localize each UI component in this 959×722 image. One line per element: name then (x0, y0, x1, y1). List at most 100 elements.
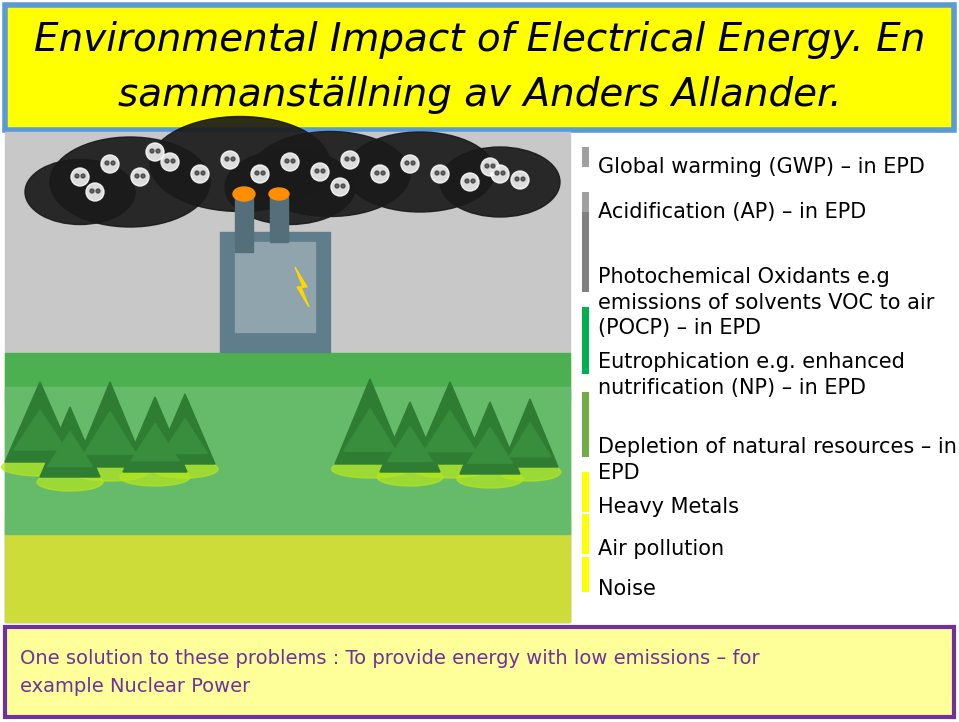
FancyBboxPatch shape (5, 627, 954, 717)
Circle shape (104, 157, 116, 169)
Text: Photochemical Oxidants e.g
emissions of solvents VOC to air
(POCP) – in EPD: Photochemical Oxidants e.g emissions of … (598, 267, 934, 338)
Circle shape (374, 167, 386, 179)
Circle shape (471, 179, 475, 183)
Circle shape (484, 160, 496, 172)
Bar (582, 514, 589, 554)
Ellipse shape (345, 132, 495, 212)
Circle shape (341, 184, 345, 188)
Circle shape (146, 143, 164, 161)
Bar (582, 147, 589, 167)
Bar (582, 472, 589, 512)
Circle shape (311, 163, 329, 181)
Ellipse shape (25, 160, 135, 225)
Bar (270, 197, 288, 242)
Circle shape (501, 171, 505, 175)
Circle shape (74, 170, 86, 182)
Circle shape (375, 171, 379, 175)
Circle shape (465, 179, 469, 183)
Circle shape (134, 170, 146, 182)
Polygon shape (335, 379, 405, 464)
Bar (582, 392, 589, 457)
Ellipse shape (150, 116, 330, 212)
Polygon shape (387, 427, 433, 461)
Circle shape (171, 159, 175, 163)
Circle shape (255, 171, 259, 175)
Circle shape (345, 157, 349, 161)
Ellipse shape (411, 460, 488, 478)
Circle shape (435, 171, 439, 175)
Text: Environmental Impact of Electrical Energy. En: Environmental Impact of Electrical Energ… (34, 21, 925, 59)
Circle shape (165, 159, 169, 163)
Polygon shape (40, 407, 100, 477)
Circle shape (141, 174, 145, 178)
Polygon shape (502, 399, 558, 467)
Polygon shape (295, 267, 309, 307)
Ellipse shape (377, 468, 443, 486)
Circle shape (291, 159, 295, 163)
Circle shape (135, 174, 139, 178)
Circle shape (521, 177, 525, 181)
Circle shape (314, 165, 326, 177)
Circle shape (71, 168, 89, 186)
Text: sammanställning av Anders Allander.: sammanställning av Anders Allander. (118, 76, 841, 114)
Circle shape (481, 158, 499, 176)
Polygon shape (48, 432, 92, 466)
Circle shape (381, 171, 385, 175)
Ellipse shape (457, 470, 523, 488)
Circle shape (281, 153, 299, 171)
Circle shape (285, 159, 289, 163)
Circle shape (156, 149, 160, 153)
Polygon shape (13, 410, 66, 450)
Bar (582, 557, 589, 592)
Bar (235, 242, 315, 332)
Circle shape (404, 157, 416, 169)
Circle shape (491, 165, 509, 183)
Circle shape (511, 171, 529, 189)
Circle shape (335, 184, 339, 188)
Ellipse shape (72, 463, 149, 481)
Polygon shape (155, 394, 215, 464)
Circle shape (434, 167, 446, 179)
Circle shape (401, 155, 419, 173)
Polygon shape (467, 427, 512, 464)
Circle shape (195, 171, 199, 175)
Circle shape (164, 155, 176, 167)
Text: Air pollution: Air pollution (598, 539, 724, 559)
Ellipse shape (50, 137, 210, 227)
Circle shape (331, 178, 349, 196)
Circle shape (461, 173, 479, 191)
Polygon shape (5, 382, 75, 462)
Bar (5, 514, 570, 622)
Circle shape (101, 155, 119, 173)
Circle shape (194, 167, 206, 179)
Polygon shape (123, 397, 187, 472)
Circle shape (371, 165, 389, 183)
Circle shape (96, 189, 100, 193)
Circle shape (201, 171, 205, 175)
Circle shape (441, 171, 445, 175)
Text: Eutrophication e.g. enhanced
nutrification (NP) – in EPD: Eutrophication e.g. enhanced nutrificati… (598, 352, 905, 398)
Ellipse shape (269, 188, 289, 200)
Circle shape (315, 169, 319, 173)
Circle shape (131, 168, 149, 186)
Text: One solution to these problems : To provide energy with low emissions – for
exam: One solution to these problems : To prov… (20, 649, 760, 696)
Circle shape (254, 167, 266, 179)
Circle shape (75, 174, 79, 178)
Text: Depletion of natural resources – in
EPD: Depletion of natural resources – in EPD (598, 437, 957, 482)
Text: Acidification (AP) – in EPD: Acidification (AP) – in EPD (598, 202, 866, 222)
Circle shape (231, 157, 235, 161)
Bar (235, 197, 253, 252)
Circle shape (491, 164, 495, 168)
Circle shape (431, 165, 449, 183)
Polygon shape (415, 382, 485, 464)
Bar (5, 132, 570, 401)
Polygon shape (380, 402, 440, 472)
Circle shape (344, 153, 356, 165)
Circle shape (86, 183, 104, 201)
Polygon shape (83, 412, 136, 454)
Ellipse shape (500, 463, 561, 481)
Ellipse shape (120, 468, 190, 486)
Circle shape (150, 149, 154, 153)
Polygon shape (509, 423, 551, 457)
Polygon shape (131, 423, 179, 461)
